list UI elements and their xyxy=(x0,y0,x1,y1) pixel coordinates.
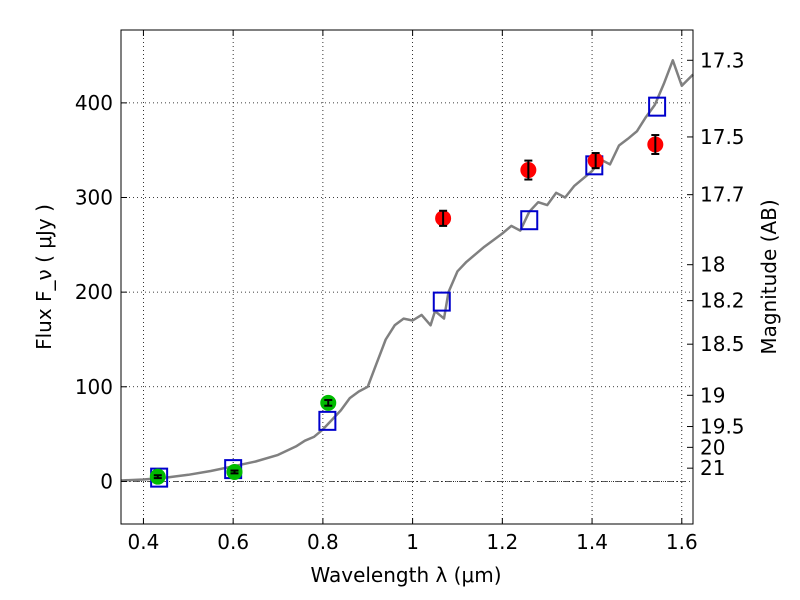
y-tick-label: 400 xyxy=(75,91,113,115)
grid xyxy=(121,30,693,524)
x-tick-label: 0.6 xyxy=(217,530,249,554)
model-photometry-square xyxy=(648,96,667,117)
plot-area-frame xyxy=(120,29,694,525)
y-tick-label: 200 xyxy=(75,280,113,304)
y-axis-label-right: Magnitude (AB) xyxy=(757,199,781,354)
magnitude-tick-label: 17.3 xyxy=(700,48,745,72)
x-tick-label: 1.4 xyxy=(576,530,608,554)
model-photometry-square xyxy=(318,410,337,431)
model-photometry-square xyxy=(432,291,451,312)
x-tick-label: 0.4 xyxy=(128,530,160,554)
magnitude-tick-label: 19 xyxy=(700,383,725,407)
series-circle-3 xyxy=(435,134,664,227)
magnitude-tick-label: 20 xyxy=(700,435,725,459)
model-photometry-square xyxy=(520,210,539,231)
y-tick-label: 0 xyxy=(100,469,113,493)
x-tick-label: 1.6 xyxy=(666,530,698,554)
series-line-0 xyxy=(120,59,694,482)
y-tick-label: 100 xyxy=(75,375,113,399)
y-axis-label-left: Flux F_ν ( μJy ) xyxy=(32,204,56,350)
x-tick-label: 0.8 xyxy=(307,530,339,554)
series-square-1 xyxy=(150,96,667,488)
magnitude-tick-label: 17.7 xyxy=(700,183,745,207)
magnitude-tick-label: 21 xyxy=(700,456,725,480)
x-axis-label: Wavelength λ (μm) xyxy=(310,563,501,587)
data-series xyxy=(120,59,694,488)
magnitude-tick-label: 18.5 xyxy=(700,332,745,356)
magnitude-tick-label: 19.5 xyxy=(700,415,745,439)
axis-ticks: 0.4 0.6 0.8 1 1.2 1.4 1.6 0 100 200 300 400 17.3 17.5… xyxy=(75,30,745,554)
magnitude-tick-label: 18 xyxy=(700,253,725,277)
model-spectrum-line xyxy=(120,59,694,482)
magnitude-tick-label: 17.5 xyxy=(700,125,745,149)
magnitude-tick-label: 18.2 xyxy=(700,289,745,313)
y-tick-label: 300 xyxy=(75,186,113,210)
x-tick-label: 1.2 xyxy=(486,530,518,554)
series-circle-2 xyxy=(149,394,337,485)
x-tick-label: 1 xyxy=(406,530,419,554)
